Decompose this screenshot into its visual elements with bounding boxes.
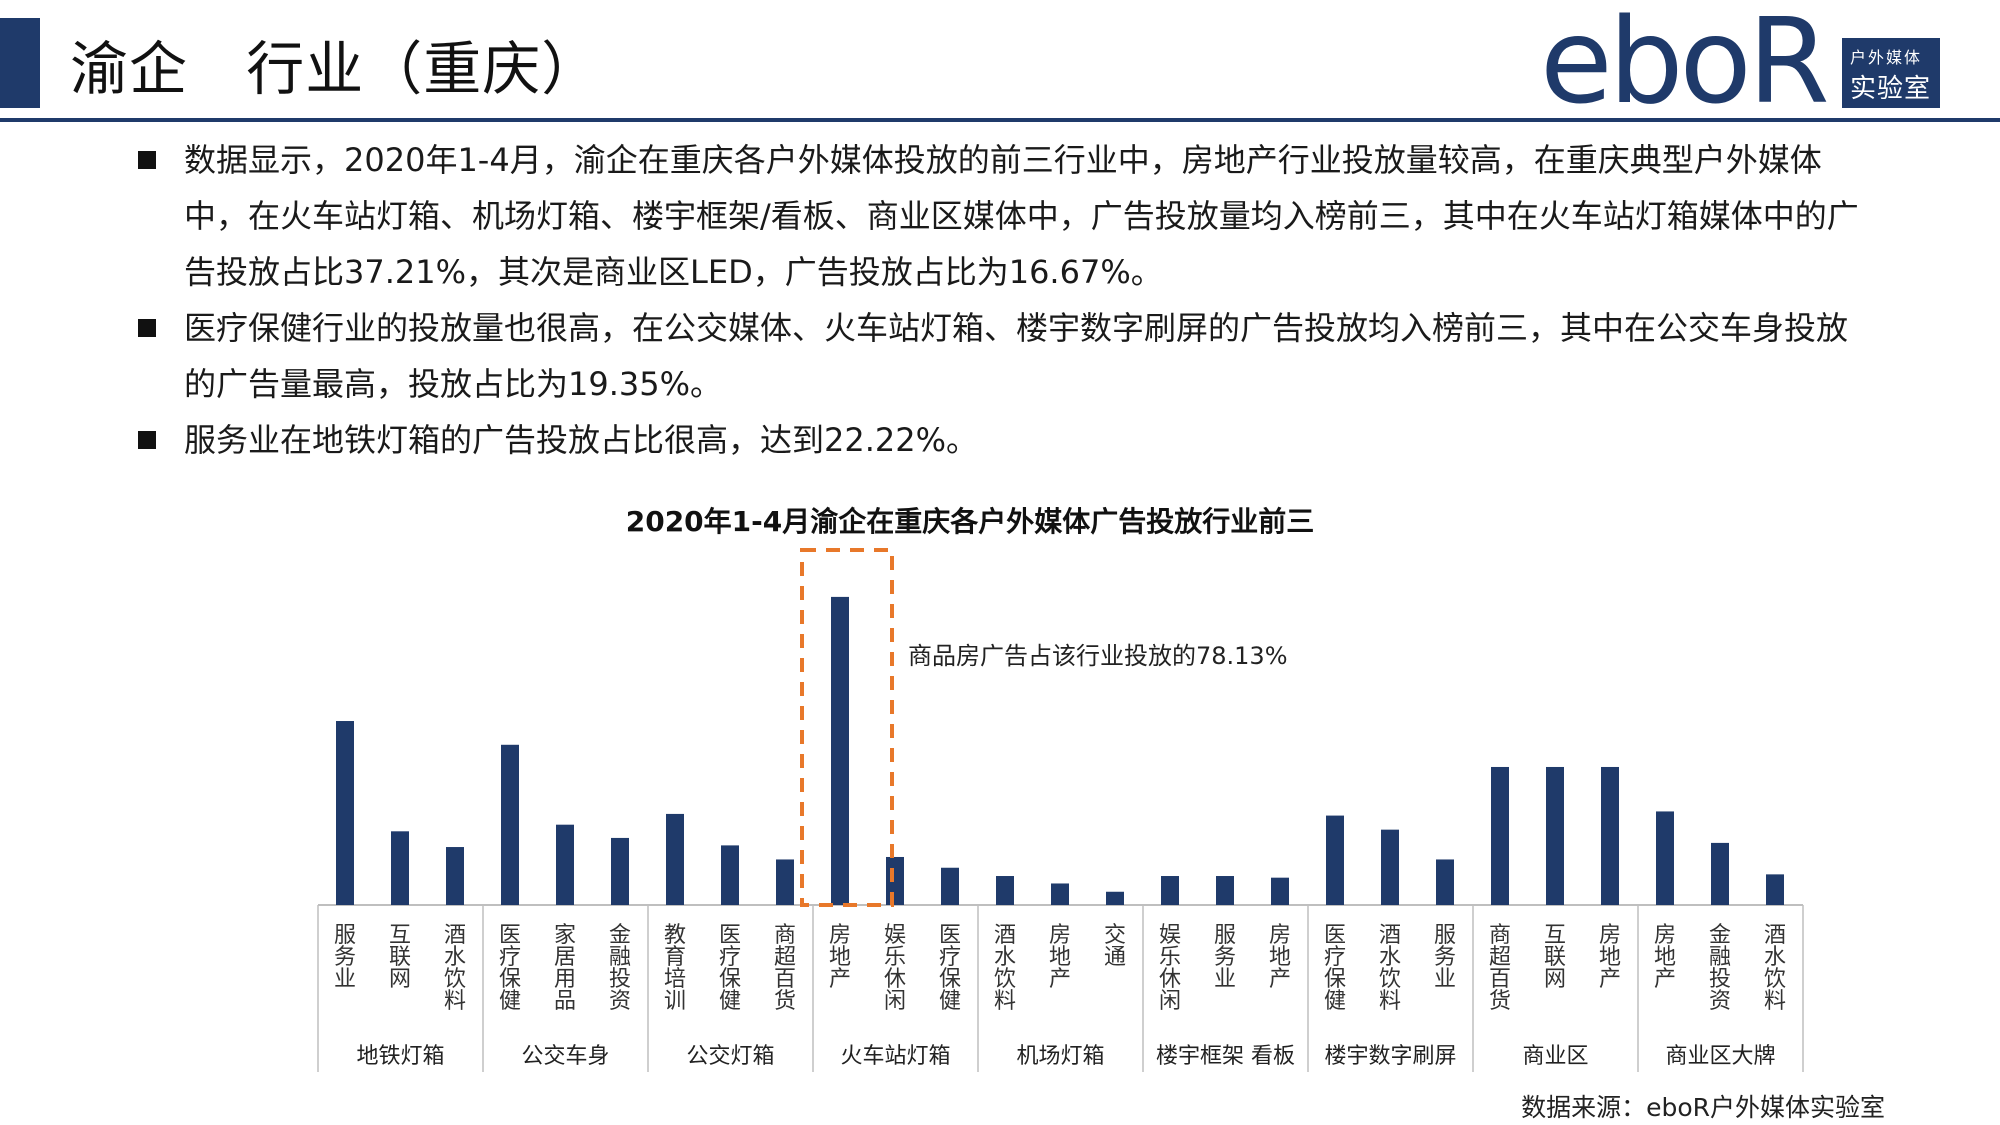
bar (611, 837, 629, 905)
bullet-list: 数据显示，2020年1-4月，渝企在重庆各户外媒体投放的前三行业中，房地产行业投… (138, 132, 1878, 468)
bar (1766, 874, 1784, 905)
chart-title: 2020年1-4月渝企在重庆各户外媒体广告投放行业前三 (625, 505, 1315, 538)
category-label: 教育培训 (664, 923, 686, 1014)
category-label: 医疗保健 (1324, 923, 1346, 1014)
category-label: 房地产 (829, 923, 851, 992)
bullet-square-icon (138, 431, 156, 449)
bar (721, 845, 739, 905)
group-label: 商业区大牌 (1665, 1044, 1775, 1069)
group-label: 公交车身 (521, 1044, 609, 1069)
category-label: 家居用品 (554, 923, 576, 1014)
bar (1601, 766, 1619, 905)
category-label: 娱乐休闲 (1159, 923, 1181, 1014)
category-label: 酒水饮料 (994, 923, 1016, 1014)
category-label: 娱乐休闲 (884, 923, 906, 1014)
bar (1106, 891, 1124, 905)
data-source-note: 数据来源：eboR户外媒体实验室 (1521, 1093, 1885, 1122)
bar (1161, 876, 1179, 905)
bar (1546, 766, 1564, 905)
group-label: 楼宇数字刷屏 (1324, 1044, 1456, 1069)
bar (1656, 811, 1674, 905)
annotation-label: 商品房广告占该行业投放的78.13% (908, 642, 1288, 670)
group-label: 商业区 (1522, 1044, 1588, 1069)
category-label: 医疗保健 (719, 923, 741, 1014)
highlight-box (800, 548, 894, 907)
bar (1051, 883, 1069, 905)
category-label: 房地产 (1599, 923, 1621, 992)
bar (1271, 877, 1289, 905)
group-label: 公交灯箱 (686, 1044, 774, 1069)
category-label: 酒水饮料 (1764, 923, 1786, 1014)
category-label: 酒水饮料 (1379, 923, 1401, 1014)
category-label: 房地产 (1049, 923, 1071, 992)
header-divider (0, 118, 2000, 122)
bar (556, 824, 574, 905)
group-label: 机场灯箱 (1016, 1044, 1104, 1069)
bar (1491, 766, 1509, 905)
category-label: 互联网 (389, 923, 411, 992)
category-label: 金融投资 (609, 923, 631, 1014)
group-label: 地铁灯箱 (356, 1044, 444, 1069)
bar (1381, 829, 1399, 905)
category-label: 医疗保健 (939, 923, 961, 1014)
category-label: 服务业 (1214, 923, 1236, 992)
category-label: 房地产 (1269, 923, 1291, 992)
logo-badge: 户外媒体 实验室 (1842, 38, 1940, 108)
bullet-text: 数据显示，2020年1-4月，渝企在重庆各户外媒体投放的前三行业中，房地产行业投… (184, 141, 1859, 291)
category-label: 商超百货 (774, 923, 796, 1014)
group-label: 火车站灯箱 (840, 1044, 950, 1069)
bar (666, 813, 684, 905)
page-title: 渝企 行业（重庆） (70, 35, 601, 103)
category-label: 酒水饮料 (444, 923, 466, 1014)
bullet-square-icon (138, 151, 156, 169)
bar (501, 744, 519, 905)
bullet-item: 数据显示，2020年1-4月，渝企在重庆各户外媒体投放的前三行业中，房地产行业投… (138, 132, 1878, 300)
brand-logo: eboR 户外媒体 实验室 (1540, 0, 1940, 130)
group-label: 楼宇框架 看板 (1156, 1044, 1295, 1069)
logo-wordmark: eboR (1540, 0, 1830, 130)
bar (996, 876, 1014, 905)
bar (776, 859, 794, 905)
logo-badge-line1: 户外媒体 (1850, 48, 1923, 67)
bar (336, 721, 354, 905)
bar (886, 856, 904, 905)
bullet-item: 服务业在地铁灯箱的广告投放占比很高，达到22.22%。 (138, 412, 1878, 468)
category-label: 商超百货 (1489, 923, 1511, 1014)
bar (391, 831, 409, 905)
bullet-text: 服务业在地铁灯箱的广告投放占比很高，达到22.22%。 (184, 421, 979, 459)
bar (1326, 815, 1344, 905)
category-label: 金融投资 (1709, 923, 1731, 1014)
category-label: 服务业 (334, 923, 356, 992)
category-label: 服务业 (1434, 923, 1456, 992)
bar (446, 847, 464, 905)
bar (1436, 859, 1454, 905)
bar (941, 867, 959, 905)
category-label: 交通 (1104, 923, 1126, 970)
category-label: 互联网 (1544, 923, 1566, 992)
title-accent-bar (0, 18, 40, 108)
bullet-square-icon (138, 319, 156, 337)
bullet-item: 医疗保健行业的投放量也很高，在公交媒体、火车站灯箱、楼宇数字刷屏的广告投放均入榜… (138, 300, 1878, 412)
bullet-text: 医疗保健行业的投放量也很高，在公交媒体、火车站灯箱、楼宇数字刷屏的广告投放均入榜… (184, 309, 1849, 403)
bar (1216, 876, 1234, 905)
category-label: 房地产 (1654, 923, 1676, 992)
category-label: 医疗保健 (499, 923, 521, 1014)
logo-badge-line2: 实验室 (1850, 74, 1932, 104)
bar (831, 596, 849, 905)
bar (1711, 842, 1729, 905)
